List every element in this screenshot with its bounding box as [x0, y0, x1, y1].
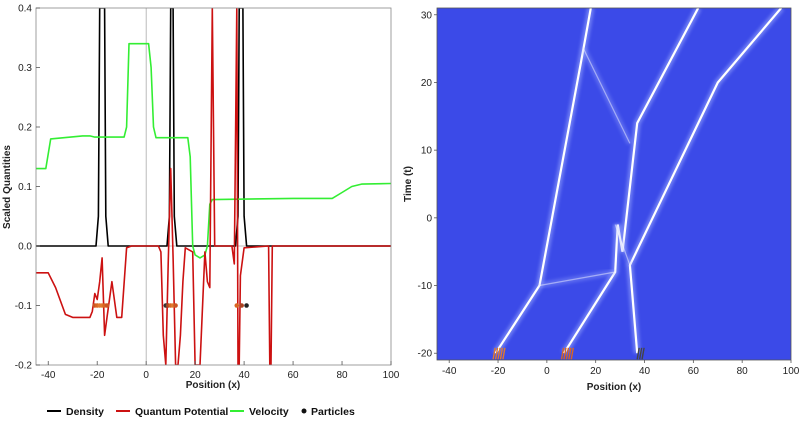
left-x-ticks: -40 -20 0 20 40 60 80 100 [41, 361, 400, 381]
y-tick-label: 0.4 [18, 4, 32, 15]
trajectory-glow [612, 223, 633, 267]
heatmap-particle-lines [492, 347, 645, 360]
y-tick-label: 0.2 [18, 123, 32, 134]
y-tick-label: 20 [421, 78, 433, 89]
x-tick-label: -20 [90, 370, 105, 381]
left-chart: -40 -20 0 20 40 60 80 100 -0.2 -0.1 0.0 0.1 0.2 0.3 0… [2, 4, 400, 392]
y-tick-label: 30 [421, 10, 433, 21]
particle-trace [570, 347, 574, 360]
particle-trace [499, 347, 504, 360]
right-plot-frame [436, 7, 792, 361]
x-tick-label: 60 [688, 366, 700, 377]
legend-swatch-particles [301, 408, 307, 414]
trajectory-line [628, 8, 783, 354]
trajectory-line [614, 224, 631, 266]
particle-trace [636, 347, 640, 360]
heatmap-trajectories [492, 8, 784, 356]
left-x-axis-title: Position (x) [186, 380, 240, 391]
trajectory-glow [580, 47, 633, 145]
x-tick-label: -20 [491, 366, 506, 377]
x-tick-label: 20 [590, 366, 602, 377]
particle-trace [502, 347, 506, 360]
y-tick-label: -0.2 [15, 361, 33, 372]
x-tick-label: -40 [442, 366, 457, 377]
x-tick-label: 0 [544, 366, 550, 377]
y-tick-label: -10 [418, 281, 433, 292]
y-tick-label: 10 [421, 146, 433, 157]
right-y-ticks: -20 -10 0 10 20 30 [418, 10, 437, 360]
y-tick-label: -0.1 [15, 301, 33, 312]
series-quantum-potential [36, 8, 391, 365]
x-tick-label: 40 [239, 370, 251, 381]
series-velocity [36, 42, 391, 259]
x-tick-label: 40 [639, 366, 651, 377]
particle-dot [173, 303, 178, 308]
y-tick-label: 0.0 [18, 242, 32, 253]
x-tick-label: 20 [190, 370, 202, 381]
particle-trace [494, 347, 499, 360]
particle-dot [239, 303, 244, 308]
left-y-ticks: -0.2 -0.1 0.0 0.1 0.2 0.3 0.4 [15, 4, 40, 372]
y-tick-label: 0 [426, 213, 432, 224]
x-tick-label: 80 [737, 366, 749, 377]
x-tick-label: 80 [336, 370, 348, 381]
particle-trace [492, 347, 496, 360]
left-series-group [36, 8, 391, 365]
legend-label-quantum-potential: Quantum Potential [135, 406, 228, 418]
trajectory-line [494, 8, 592, 354]
x-tick-label: 100 [383, 370, 400, 381]
particle-trace [641, 347, 645, 360]
particle-trace [560, 347, 565, 360]
particle-trace [563, 347, 567, 360]
right-chart: -40 -20 0 20 40 60 80 100 -20 -10 0 10 20 30 Positio… [403, 7, 800, 393]
right-y-axis-title: Time (t) [403, 166, 414, 202]
y-tick-label: 0.1 [18, 182, 32, 193]
right-x-axis-title: Position (x) [587, 382, 641, 393]
x-tick-label: 60 [288, 370, 300, 381]
x-tick-label: 100 [783, 366, 800, 377]
particle-trace [638, 347, 643, 360]
particle-trace [497, 347, 501, 360]
left-y-axis-title: Scaled Quantities [2, 145, 13, 229]
particle-trace [565, 347, 570, 360]
x-tick-label: -40 [41, 370, 56, 381]
trajectory-glow [538, 269, 616, 289]
right-x-ticks: -40 -20 0 20 40 60 80 100 [442, 360, 800, 377]
legend-label-density: Density [66, 406, 104, 418]
particle-dot [244, 303, 249, 308]
particle-trace [568, 347, 572, 360]
x-tick-label: 0 [143, 370, 149, 381]
y-tick-label: -20 [418, 349, 433, 360]
trajectory-line [539, 271, 616, 287]
legend-label-velocity: Velocity [249, 406, 289, 418]
particle-dot [104, 303, 110, 308]
left-particles-group [92, 303, 249, 308]
legend: Density Quantum Potential Velocity Parti… [47, 406, 355, 418]
particle-dot [234, 303, 240, 308]
trajectory-line [582, 48, 631, 144]
legend-label-particles: Particles [311, 406, 355, 418]
y-tick-label: 0.3 [18, 63, 32, 74]
